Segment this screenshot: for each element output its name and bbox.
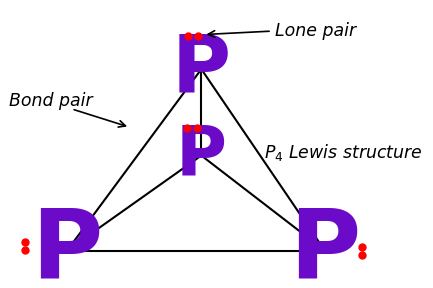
Text: P: P: [289, 204, 360, 288]
Text: P: P: [176, 122, 227, 189]
Text: Bond pair: Bond pair: [9, 92, 92, 110]
Text: $P_4$ Lewis structure: $P_4$ Lewis structure: [264, 142, 423, 163]
Text: Lone pair: Lone pair: [275, 22, 356, 40]
Text: P: P: [172, 30, 231, 108]
Text: P: P: [32, 204, 103, 288]
